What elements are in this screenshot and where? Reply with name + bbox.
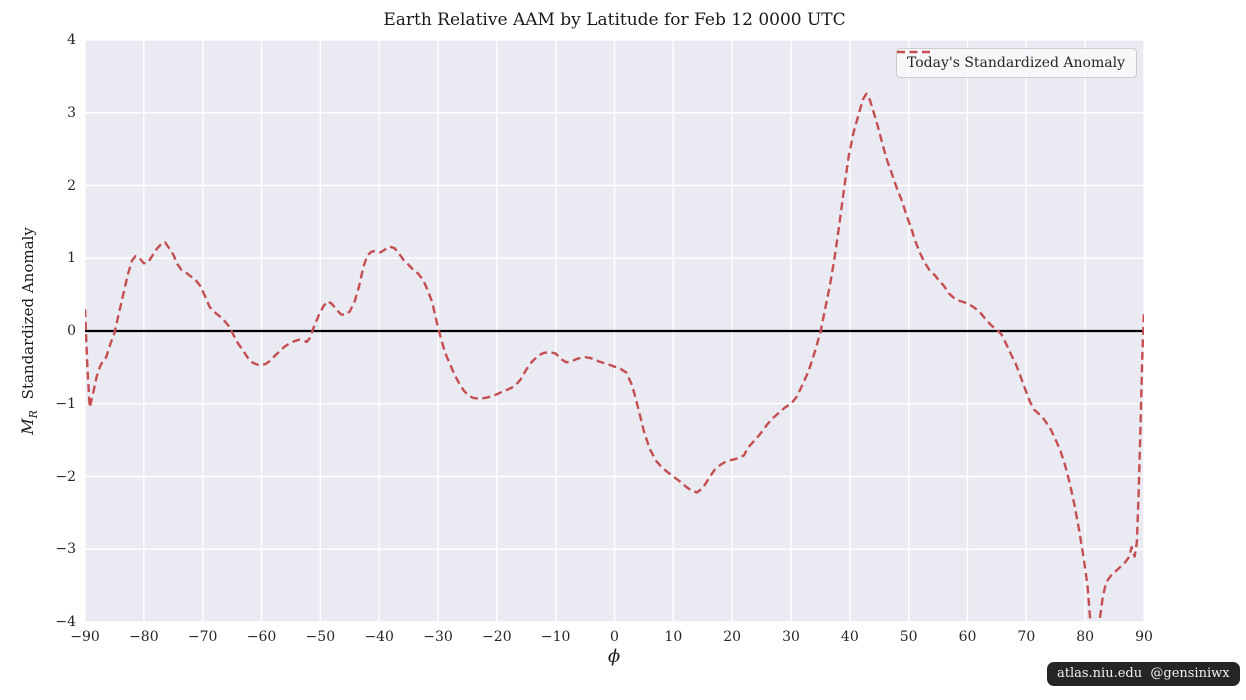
plot-area: Today's Standardized Anomaly xyxy=(85,40,1144,622)
y-tick-label: 1 xyxy=(67,250,76,267)
x-tick-label: −50 xyxy=(305,629,336,645)
y-tick-label: −3 xyxy=(55,541,76,558)
legend: Today's Standardized Anomaly xyxy=(895,48,1137,78)
x-tick-label: −60 xyxy=(246,629,277,645)
x-axis-label: ϕ xyxy=(608,646,620,667)
x-tick-label: 80 xyxy=(1076,629,1095,645)
ylabel-math-var: M xyxy=(18,418,37,435)
x-tick-label: 0 xyxy=(610,629,619,645)
y-tick-label: 2 xyxy=(67,177,76,194)
x-tick-label: −20 xyxy=(482,629,512,645)
x-tick-label: −30 xyxy=(423,629,453,645)
y-axis-label: MR Standardized Anomaly xyxy=(18,227,40,435)
x-tick-label: −90 xyxy=(70,629,100,645)
x-tick-label: −80 xyxy=(129,629,159,645)
ylabel-text: Standardized Anomaly xyxy=(19,227,37,400)
x-tick-label: 60 xyxy=(958,629,977,645)
x-tick-label: −10 xyxy=(540,629,571,645)
y-tick-label: −2 xyxy=(55,468,76,485)
x-tick-label: 10 xyxy=(664,629,683,645)
y-tick-label: −1 xyxy=(55,395,76,412)
legend-dashed-line-icon xyxy=(896,50,933,54)
x-tick-label: 40 xyxy=(840,629,859,645)
x-tick-label: −40 xyxy=(364,629,394,645)
x-tick-label: 30 xyxy=(782,629,800,645)
xlabel-phi: ϕ xyxy=(607,646,621,667)
watermark-badge: atlas.niu.edu @gensiniwx xyxy=(1047,662,1240,686)
x-tick-label: 70 xyxy=(1017,629,1036,645)
x-tick-label: 90 xyxy=(1135,629,1153,645)
chart-title: Earth Relative AAM by Latitude for Feb 1… xyxy=(383,10,846,30)
x-tick-label: −70 xyxy=(187,629,218,645)
chart-canvas xyxy=(85,40,1144,622)
x-tick-label: 50 xyxy=(899,629,918,645)
y-tick-label: −4 xyxy=(55,614,76,630)
ylabel-math-sub: R xyxy=(27,410,40,419)
y-tick-label: 0 xyxy=(67,323,76,339)
y-tick-label: 3 xyxy=(67,104,76,121)
y-tick-label: 4 xyxy=(67,32,76,48)
x-tick-label: 20 xyxy=(723,629,742,645)
legend-label: Today's Standardized Anomaly xyxy=(906,55,1125,71)
